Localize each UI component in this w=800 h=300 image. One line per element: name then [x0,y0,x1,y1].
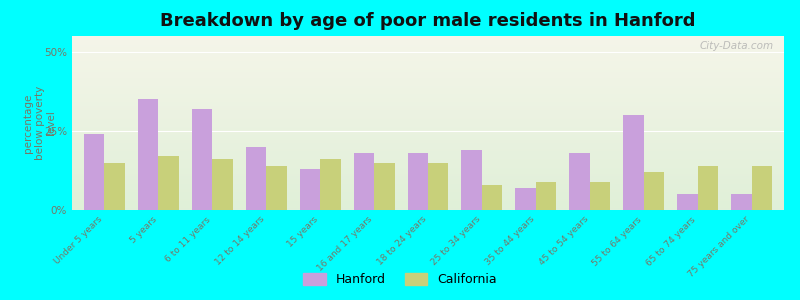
Bar [158,156,179,210]
Bar [300,169,320,210]
Bar [644,172,664,210]
Bar [570,153,590,210]
Bar [84,134,104,210]
Bar [266,166,286,210]
Y-axis label: percentage
below poverty
level: percentage below poverty level [23,86,57,160]
Bar [590,182,610,210]
Bar [354,153,374,210]
Bar [752,166,772,210]
Bar [698,166,718,210]
Bar [374,163,394,210]
Text: City-Data.com: City-Data.com [699,41,774,51]
Title: Breakdown by age of poor male residents in Hanford: Breakdown by age of poor male residents … [160,12,696,30]
Bar [536,182,556,210]
Bar [623,115,644,210]
Bar [407,153,428,210]
Bar [731,194,752,210]
Legend: Hanford, California: Hanford, California [298,268,502,291]
Bar [462,150,482,210]
Bar [428,163,449,210]
Bar [138,99,158,210]
Bar [515,188,536,210]
Bar [320,159,341,210]
Bar [482,185,502,210]
Bar [104,163,125,210]
Bar [192,109,212,210]
Bar [212,159,233,210]
Bar [246,147,266,210]
Bar [677,194,698,210]
